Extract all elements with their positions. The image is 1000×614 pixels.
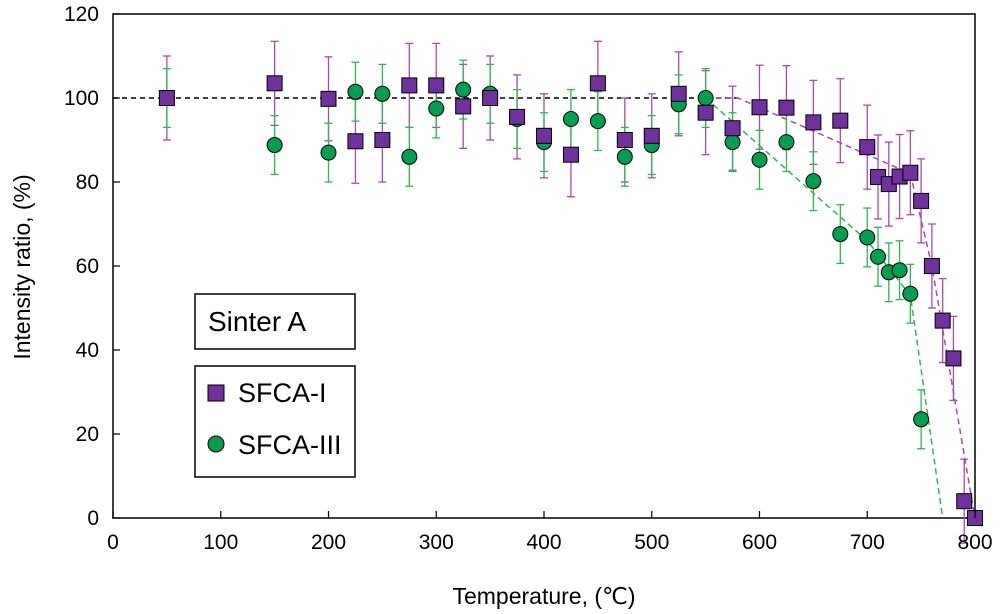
data-point-sfca-i xyxy=(956,493,973,510)
data-point-sfca-iii xyxy=(913,411,930,428)
trend-line-sfca-iii xyxy=(705,97,944,519)
data-point-sfca-iii xyxy=(724,134,741,151)
data-point-sfca-i xyxy=(455,98,472,115)
legend: SFCA-I SFCA-III xyxy=(194,365,356,478)
x-tick-label: 500 xyxy=(634,531,669,554)
data-point-sfca-iii xyxy=(778,134,795,151)
data-points xyxy=(158,75,983,526)
data-point-sfca-i xyxy=(589,75,606,92)
legend-marker-sfca-iii xyxy=(207,435,225,453)
data-point-sfca-iii xyxy=(401,148,418,165)
legend-label-sfca-iii: SFCA-III xyxy=(238,430,342,460)
data-point-sfca-i xyxy=(643,127,660,144)
data-point-sfca-i xyxy=(832,112,849,129)
data-point-sfca-i xyxy=(562,146,579,163)
data-point-sfca-i xyxy=(902,164,919,181)
legend-label-sfca-i: SFCA-I xyxy=(238,378,327,408)
x-tick-label: 600 xyxy=(742,531,777,554)
data-point-sfca-i xyxy=(509,108,526,125)
data-point-sfca-i xyxy=(536,127,552,144)
data-point-sfca-iii xyxy=(751,151,768,168)
data-point-sfca-i xyxy=(805,114,822,131)
data-point-sfca-i xyxy=(670,85,687,102)
data-point-sfca-i xyxy=(616,132,633,148)
y-tick-label: 0 xyxy=(87,507,99,530)
data-point-sfca-iii xyxy=(805,173,822,190)
data-point-sfca-i xyxy=(320,90,337,107)
data-point-sfca-i xyxy=(347,133,364,150)
y-axis-title: Intensity ratio, (%) xyxy=(9,174,35,359)
x-tick-label: 700 xyxy=(850,531,885,554)
data-point-sfca-iii xyxy=(902,285,919,302)
annotation-frame xyxy=(194,293,356,350)
data-point-sfca-iii xyxy=(347,83,364,100)
data-point-sfca-iii xyxy=(616,148,633,165)
x-tick-label: 400 xyxy=(526,531,561,554)
x-tick-label: 200 xyxy=(311,531,346,554)
data-point-sfca-i xyxy=(697,104,714,121)
data-point-sfca-iii xyxy=(266,137,283,154)
data-point-sfca-iii xyxy=(891,262,908,279)
data-point-sfca-i xyxy=(482,90,499,106)
data-point-sfca-iii xyxy=(859,229,876,246)
data-point-sfca-i xyxy=(158,90,175,106)
data-point-sfca-iii xyxy=(832,226,849,243)
data-point-sfca-i xyxy=(374,132,391,148)
y-tick-label: 60 xyxy=(76,255,99,278)
data-point-sfca-iii xyxy=(428,100,445,117)
legend-marker-sfca-i xyxy=(207,384,225,402)
data-point-sfca-i xyxy=(401,77,418,94)
data-point-sfca-i xyxy=(266,75,283,92)
x-tick-label: 300 xyxy=(419,531,454,554)
data-point-sfca-iii xyxy=(374,85,391,102)
x-tick-label: 100 xyxy=(203,531,238,554)
data-point-sfca-iii xyxy=(697,90,714,106)
data-point-sfca-i xyxy=(778,99,795,116)
data-point-sfca-i xyxy=(751,99,768,116)
data-point-sfca-iii xyxy=(455,81,472,98)
y-tick-label: 20 xyxy=(76,423,99,446)
y-tick-label: 40 xyxy=(76,339,99,362)
data-point-sfca-iii xyxy=(320,144,337,161)
data-point-sfca-i xyxy=(945,350,962,367)
y-tick-label: 80 xyxy=(76,171,99,194)
data-point-sfca-i xyxy=(934,312,951,329)
x-tick-label: 800 xyxy=(957,531,992,554)
data-point-sfca-i xyxy=(428,77,445,94)
data-point-sfca-i xyxy=(923,258,940,274)
x-tick-label: 0 xyxy=(107,531,119,554)
axis-ticks: 0 100 200 300 400 500 600 700 800 0 20 40 60 80 100 120 xyxy=(64,3,993,554)
annotation-box: Sinter A xyxy=(194,293,356,350)
annotation-label: Sinter A xyxy=(208,306,306,337)
data-point-sfca-i xyxy=(859,139,876,156)
y-tick-label: 120 xyxy=(64,3,99,26)
data-point-sfca-iii xyxy=(870,248,887,265)
data-point-sfca-iii xyxy=(589,113,606,130)
y-tick-label: 100 xyxy=(64,87,99,110)
x-axis-title: Temperature, (℃) xyxy=(452,583,635,609)
data-point-sfca-iii xyxy=(562,111,579,127)
data-point-sfca-i xyxy=(724,120,741,137)
data-point-sfca-i xyxy=(913,192,930,209)
